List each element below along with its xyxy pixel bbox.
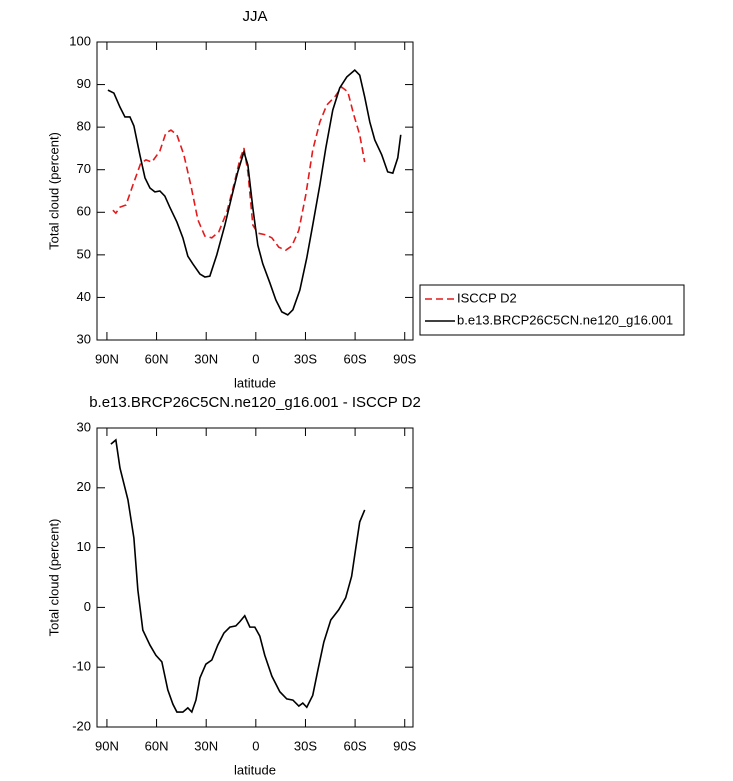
y-axis-label: Total cloud (percent): [46, 132, 61, 250]
x-axis-label: latitude: [234, 375, 276, 390]
x-tick-label: 60S: [344, 738, 367, 753]
x-tick-label: 90S: [393, 351, 416, 366]
y-tick-label: 60: [77, 204, 91, 219]
x-tick-label: 60N: [145, 738, 169, 753]
x-axis-label: latitude: [234, 762, 276, 777]
x-tick-label: 30N: [194, 738, 218, 753]
y-tick-label: 40: [77, 289, 91, 304]
y-tick-label: -10: [72, 659, 91, 674]
x-tick-label: 60N: [145, 351, 169, 366]
chart-title: JJA: [242, 8, 267, 25]
x-tick-label: 0: [252, 738, 259, 753]
x-tick-label: 30S: [294, 738, 317, 753]
y-tick-label: 90: [77, 76, 91, 91]
y-tick-label: 20: [77, 479, 91, 494]
x-tick-label: 30S: [294, 351, 317, 366]
x-tick-label: 30N: [194, 351, 218, 366]
plot-frame: [96, 427, 414, 728]
data-line: [112, 85, 366, 252]
y-tick-label: 0: [84, 599, 91, 614]
y-tick-label: 30: [77, 419, 91, 434]
legend-label: ISCCP D2: [457, 290, 517, 305]
x-tick-label: 0: [252, 351, 259, 366]
data-line: [107, 69, 402, 316]
legend-label: b.e13.BRCP26C5CN.ne120_g16.001: [457, 312, 673, 327]
y-tick-label: 80: [77, 119, 91, 134]
x-tick-label: 90S: [393, 738, 416, 753]
legend-box: [419, 284, 685, 336]
data-line: [110, 438, 366, 714]
x-tick-label: 90N: [95, 351, 119, 366]
chart-title: b.e13.BRCP26C5CN.ne120_g16.001 - ISCCP D…: [89, 394, 421, 411]
y-tick-label: 50: [77, 246, 91, 261]
y-tick-label: 70: [77, 161, 91, 176]
y-tick-label: 30: [77, 331, 91, 346]
y-axis-label: Total cloud (percent): [46, 519, 61, 637]
y-tick-label: 10: [77, 539, 91, 554]
plot-frame: [96, 41, 414, 341]
y-tick-label: 100: [69, 33, 91, 48]
x-tick-label: 90N: [95, 738, 119, 753]
y-tick-label: -20: [72, 718, 91, 733]
x-tick-label: 60S: [344, 351, 367, 366]
